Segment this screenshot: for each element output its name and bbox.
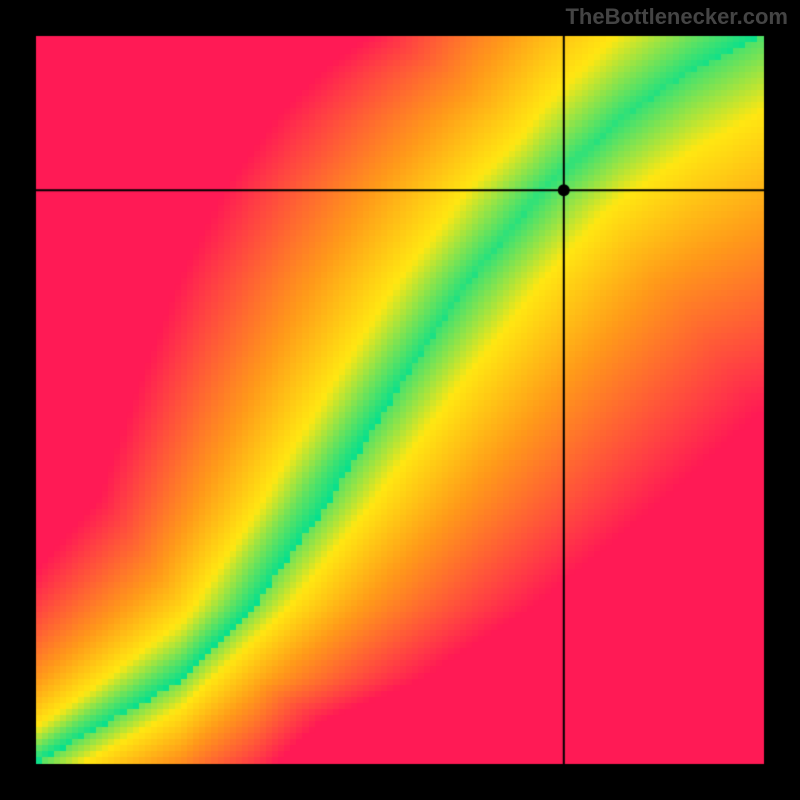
chart-container: TheBottlenecker.com (0, 0, 800, 800)
bottleneck-heatmap-canvas (0, 0, 800, 800)
attribution-text: TheBottlenecker.com (565, 4, 788, 30)
